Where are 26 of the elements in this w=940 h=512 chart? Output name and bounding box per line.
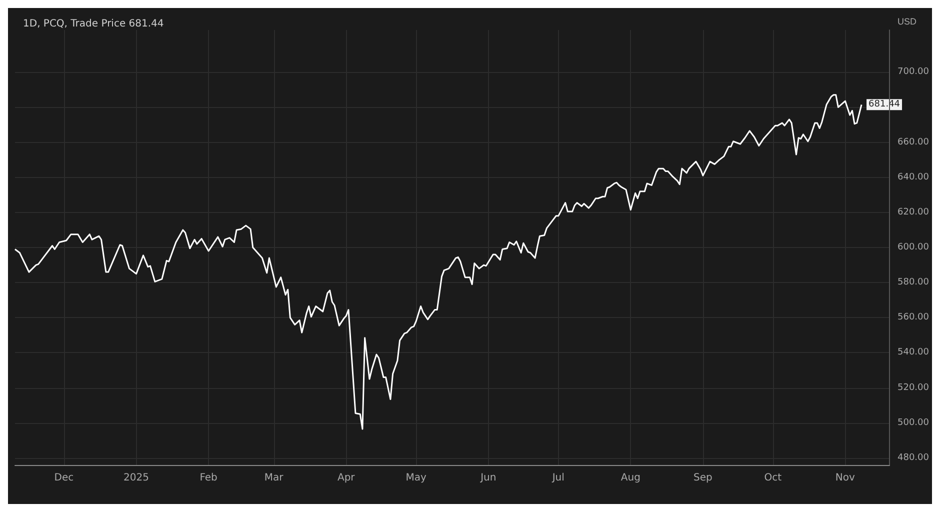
y-tick-label: 600.00 <box>898 242 930 252</box>
y-tick-label: 660.00 <box>898 137 930 148</box>
y-tick-label: 480.00 <box>898 452 930 463</box>
y-axis-title: USD <box>898 16 918 26</box>
x-tick-label: Jun <box>480 472 496 484</box>
x-tick-label: May <box>406 472 427 484</box>
x-tick-label: Aug <box>620 472 640 484</box>
y-tick-label: 540.00 <box>898 348 930 358</box>
x-tick-label: Jul <box>551 472 564 484</box>
y-tick-label: 560.00 <box>898 312 930 323</box>
x-tick-label: Mar <box>264 472 284 484</box>
y-tick-label: 700.00 <box>898 67 930 78</box>
y-tick-label: 640.00 <box>898 172 930 182</box>
x-tick-label: Dec <box>54 472 74 484</box>
x-tick-label: Nov <box>835 472 856 484</box>
x-tick-label: Apr <box>337 472 356 484</box>
x-tick-label: Oct <box>764 472 782 484</box>
chart-title: 1D, PCQ, Trade Price 681.44 <box>23 18 164 30</box>
y-tick-label: 620.00 <box>898 207 930 218</box>
line-series <box>14 94 862 430</box>
y-tick-label: 580.00 <box>898 278 930 288</box>
x-tick-label: Sep <box>694 472 712 484</box>
y-tick-label: 500.00 <box>898 418 930 428</box>
x-tick-label: Feb <box>200 472 218 484</box>
y-tick-label: 520.00 <box>898 382 930 393</box>
x-tick-label: 2025 <box>124 472 149 484</box>
